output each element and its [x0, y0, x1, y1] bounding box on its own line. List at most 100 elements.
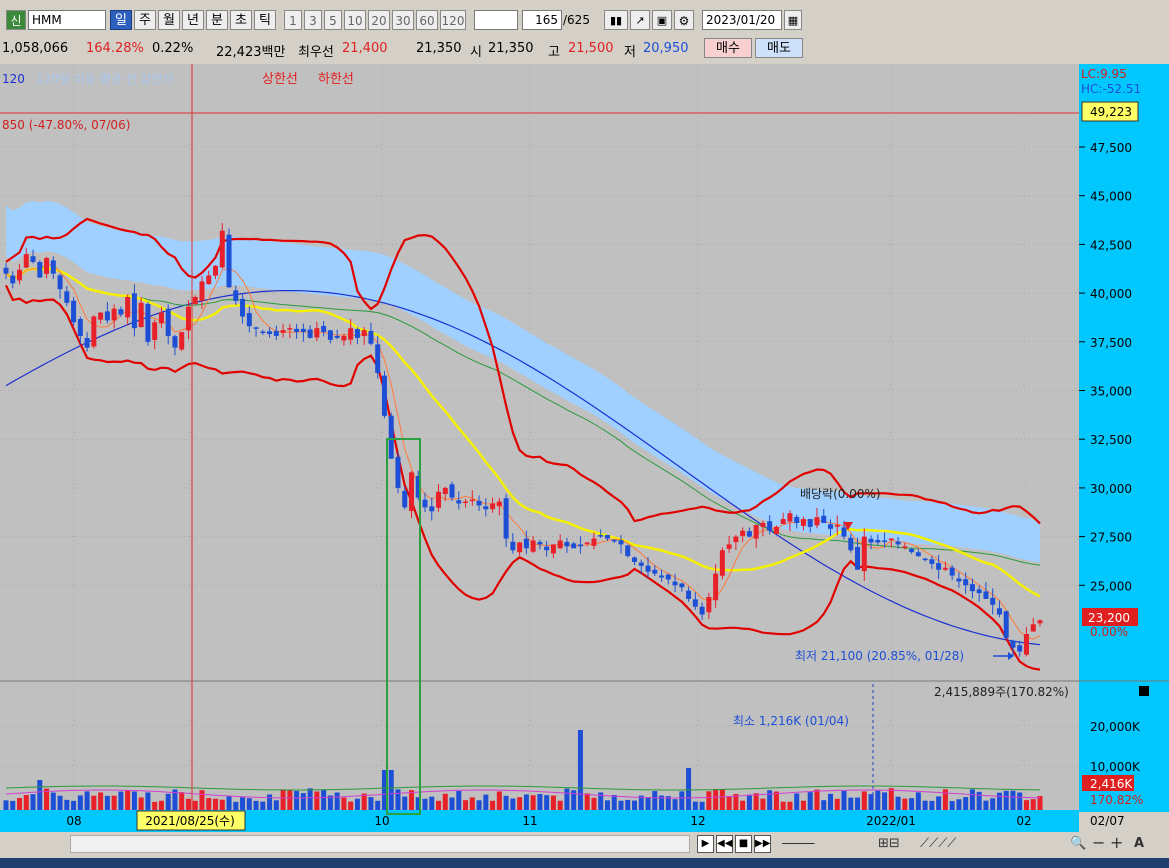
- volume-bar: [71, 800, 77, 810]
- volume-bar: [30, 794, 36, 810]
- minute-tab-0[interactable]: 1: [284, 10, 302, 30]
- minute-tab-5[interactable]: 30: [392, 10, 414, 30]
- candle-body: [408, 472, 414, 512]
- volume-tick-label: 20,000K: [1090, 720, 1141, 734]
- volume-bar: [463, 800, 469, 810]
- volume-bar: [888, 788, 894, 810]
- candle-body: [996, 608, 1002, 615]
- volume-bar: [523, 794, 529, 810]
- volume-bar: [814, 789, 820, 810]
- gear-icon[interactable]: ⚙: [674, 10, 694, 30]
- volume-bar: [550, 795, 556, 810]
- minute-tab-7[interactable]: 120: [440, 10, 466, 30]
- minute-tab-4[interactable]: 20: [368, 10, 390, 30]
- volume-bar: [469, 797, 475, 810]
- candle-body: [233, 290, 239, 301]
- ma120-line: [5, 290, 1041, 646]
- candle-body: [341, 335, 347, 341]
- candle-body: [868, 538, 874, 543]
- period-tab-6[interactable]: 틱: [254, 10, 276, 30]
- volume-bar: [490, 800, 496, 810]
- volume-bar: [848, 797, 854, 810]
- horizontal-scrollbar[interactable]: [70, 835, 690, 853]
- candle-body: [740, 530, 746, 536]
- period-tab-0[interactable]: 일: [110, 10, 132, 30]
- sell-button[interactable]: 매도: [755, 38, 803, 58]
- period-tab-3[interactable]: 년: [182, 10, 204, 30]
- stock-chart[interactable]: 47,500 45,000 42,500 40,000 37,500 35,000 32,5…: [0, 64, 1169, 832]
- candle-body: [902, 546, 908, 548]
- volume-bar: [949, 801, 955, 810]
- save-icon[interactable]: ▣: [652, 10, 672, 30]
- candle-body: [91, 316, 97, 347]
- layout-icon[interactable]: ⊞⊟: [878, 836, 900, 851]
- volume-bar: [996, 792, 1002, 810]
- volume-bar: [307, 788, 313, 810]
- candle-body: [686, 590, 692, 599]
- stop-icon[interactable]: ■: [735, 835, 752, 853]
- candle-body: [733, 536, 739, 543]
- candle-body: [71, 300, 77, 323]
- period-tab-4[interactable]: 분: [206, 10, 228, 30]
- calendar-icon[interactable]: ▦: [784, 10, 802, 30]
- play-icon[interactable]: ▶: [697, 835, 714, 853]
- candle-body: [476, 500, 482, 506]
- period-tab-2[interactable]: 월: [158, 10, 180, 30]
- volume-bar: [800, 800, 806, 810]
- candle-body: [787, 513, 793, 522]
- compare-icon[interactable]: ▮▮: [604, 10, 628, 30]
- minute-tab-2[interactable]: 5: [324, 10, 342, 30]
- volume-bar: [740, 800, 746, 810]
- candle-body: [165, 308, 171, 336]
- legend-faded: 120일 이동 평균 선 상한선: [36, 72, 174, 86]
- candle-body: [922, 558, 928, 561]
- minute-tab-6[interactable]: 60: [416, 10, 438, 30]
- zoom-ruler-icon[interactable]: ⎯⎯⎯⎯⎯: [782, 836, 815, 851]
- volume-bar: [192, 800, 198, 810]
- volume-bar: [834, 798, 840, 810]
- volume-bar: [875, 790, 881, 810]
- volume-bar: [395, 789, 401, 810]
- candle-body: [841, 527, 847, 537]
- candle-body: [638, 562, 644, 566]
- volume-bar: [787, 801, 793, 810]
- plus-icon[interactable]: +: [1110, 833, 1124, 852]
- period-tab-1[interactable]: 주: [134, 10, 156, 30]
- blank-select[interactable]: [474, 10, 518, 30]
- volume-bar: [138, 797, 144, 810]
- candle-body: [1010, 640, 1016, 648]
- volume-bar: [604, 800, 610, 810]
- candle-body: [956, 578, 962, 582]
- volume-bar: [246, 798, 252, 810]
- rewind-icon[interactable]: ◀◀: [716, 835, 733, 853]
- candle-body: [706, 596, 712, 613]
- volume-bar: [963, 797, 969, 810]
- count-input[interactable]: 165: [522, 10, 562, 30]
- candle-body: [807, 519, 813, 527]
- minute-tab-1[interactable]: 3: [304, 10, 322, 30]
- date-input[interactable]: 2023/01/20: [702, 10, 782, 30]
- buy-button[interactable]: 매수: [704, 38, 752, 58]
- minute-tab-3[interactable]: 10: [344, 10, 366, 30]
- candle-body: [665, 574, 671, 580]
- candle-body: [577, 544, 583, 547]
- text-size-icon[interactable]: A: [1134, 836, 1145, 851]
- draw-tools-icon[interactable]: ⟋⟋⟋⟋: [920, 836, 957, 851]
- chart-tools-icon[interactable]: ↗: [630, 10, 650, 30]
- volume-bar: [57, 795, 63, 810]
- symbol-input[interactable]: HMM: [28, 10, 106, 30]
- period-tab-5[interactable]: 초: [230, 10, 252, 30]
- ma20-line: [5, 267, 1041, 598]
- volume-bar: [530, 795, 536, 810]
- change-value: 0.22%: [152, 41, 194, 56]
- minus-icon[interactable]: −: [1092, 833, 1106, 852]
- volume-bar: [713, 788, 719, 810]
- forward-icon[interactable]: ▶▶: [754, 835, 771, 853]
- zoom-icon[interactable]: 🔍: [1070, 836, 1087, 851]
- candle-body: [361, 330, 367, 337]
- candle-body: [855, 546, 861, 570]
- low-value: 20,950: [643, 41, 689, 56]
- volume-bar: [591, 797, 597, 810]
- candle-body: [57, 275, 63, 290]
- candle-body: [604, 534, 610, 539]
